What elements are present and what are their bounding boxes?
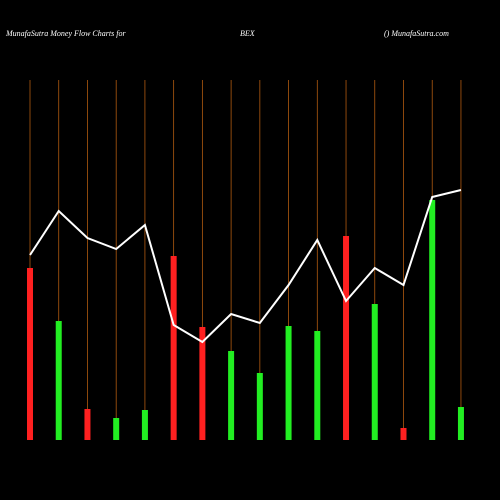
bar — [113, 418, 120, 440]
chart-title: () MunafaSutra.com — [384, 29, 449, 38]
bar — [343, 236, 350, 440]
chart-title: MunafaSutra Money Flow Charts for — [5, 29, 126, 38]
bar — [84, 409, 91, 440]
bar — [55, 321, 62, 440]
bar — [429, 200, 436, 440]
trend-line — [29, 189, 462, 344]
bar — [170, 256, 177, 440]
bar — [27, 268, 33, 440]
bar — [256, 373, 263, 440]
bar — [314, 331, 321, 440]
bar — [371, 304, 378, 440]
bar — [228, 351, 235, 440]
bar — [285, 326, 292, 440]
bar — [141, 410, 148, 440]
chart-title: BEX — [240, 29, 256, 38]
bar — [400, 428, 407, 440]
bar — [457, 407, 464, 440]
bar — [199, 327, 206, 440]
